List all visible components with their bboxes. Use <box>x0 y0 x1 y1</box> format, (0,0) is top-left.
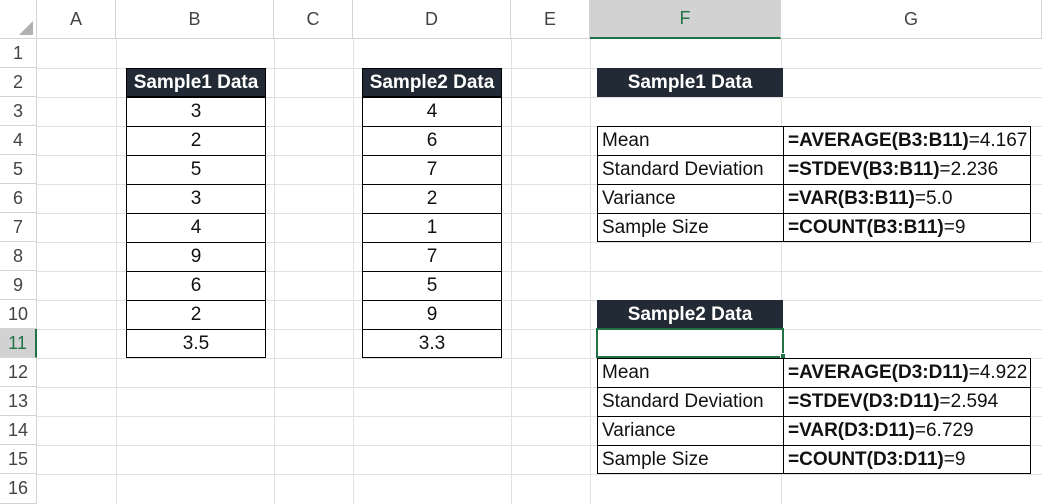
formula-text: =STDEV(B3:B11) <box>788 159 940 180</box>
gridline <box>37 271 1042 272</box>
row-header-12[interactable]: 12 <box>0 358 37 387</box>
result-text: =9 <box>943 216 966 238</box>
column-header-f[interactable]: F <box>590 0 781 39</box>
stats1-formula-stdev[interactable]: =STDEV(B3:B11) =2.236 <box>783 155 1031 185</box>
stats2-formula-sample-size[interactable]: =COUNT(D3:D11) =9 <box>783 445 1031 474</box>
sample2-value-cell[interactable]: 4 <box>362 97 502 127</box>
sample2-value-cell[interactable]: 9 <box>362 300 502 330</box>
sample1-value-cell[interactable]: 2 <box>126 300 266 330</box>
sample2-value-cell[interactable]: 5 <box>362 271 502 301</box>
gridline <box>37 416 1042 417</box>
sample1-value-cell[interactable]: 3 <box>126 184 266 214</box>
sample2-value-cell[interactable]: 3.3 <box>362 329 502 358</box>
row-header-3[interactable]: 3 <box>0 97 37 126</box>
formula-text: =STDEV(D3:D11) <box>788 391 940 412</box>
sample1-header[interactable]: Sample1 Data <box>126 68 266 97</box>
stats1-formula-mean[interactable]: =AVERAGE(B3:B11) =4.167 <box>783 126 1031 156</box>
stats2-formula-variance[interactable]: =VAR(D3:D11) =6.729 <box>783 416 1031 446</box>
column-header-e[interactable]: E <box>511 0 590 39</box>
gridline <box>37 155 1042 156</box>
gridline <box>37 300 1042 301</box>
row-header-7[interactable]: 7 <box>0 213 37 242</box>
select-all-corner[interactable] <box>0 0 37 39</box>
stats1-label-mean[interactable]: Mean <box>597 126 784 156</box>
select-all-triangle-icon <box>19 21 33 35</box>
row-header-8[interactable]: 8 <box>0 242 37 271</box>
sample2-value-cell[interactable]: 7 <box>362 155 502 185</box>
result-text: =9 <box>943 448 966 470</box>
column-header-a[interactable]: A <box>37 0 116 39</box>
stats2-label-stdev[interactable]: Standard Deviation <box>597 387 784 417</box>
sample1-value-cell[interactable]: 3 <box>126 97 266 127</box>
stats2-label-sample-size[interactable]: Sample Size <box>597 445 784 474</box>
column-header-g[interactable]: G <box>781 0 1042 39</box>
stats1-formula-sample-size[interactable]: =COUNT(B3:B11) =9 <box>783 213 1031 242</box>
row-header-4[interactable]: 4 <box>0 126 37 155</box>
formula-text: =COUNT(D3:D11) <box>788 448 944 470</box>
formula-text: =AVERAGE(D3:D11) <box>788 362 969 383</box>
row-header-16[interactable]: 16 <box>0 474 37 504</box>
row-header-2[interactable]: 2 <box>0 68 37 97</box>
row-header-9[interactable]: 9 <box>0 271 37 300</box>
result-text: =4.167 <box>968 130 1028 151</box>
gridline <box>37 387 1042 388</box>
stats1-title[interactable]: Sample1 Data <box>597 68 783 97</box>
stats1-label-sample-size[interactable]: Sample Size <box>597 213 784 242</box>
row-header-11[interactable]: 11 <box>0 329 37 358</box>
row-header-15[interactable]: 15 <box>0 445 37 474</box>
stats2-label-variance[interactable]: Variance <box>597 416 784 446</box>
row-header-5[interactable]: 5 <box>0 155 37 184</box>
gridline <box>37 68 1042 69</box>
sample2-value-cell[interactable]: 2 <box>362 184 502 214</box>
row-header-13[interactable]: 13 <box>0 387 37 416</box>
stats1-formula-variance[interactable]: =VAR(B3:B11) =5.0 <box>783 184 1031 214</box>
result-text: =2.236 <box>939 159 999 180</box>
stats1-label-stdev[interactable]: Standard Deviation <box>597 155 784 185</box>
sample2-value-cell[interactable]: 6 <box>362 126 502 156</box>
stats2-formula-stdev[interactable]: =STDEV(D3:D11) =2.594 <box>783 387 1031 417</box>
sample2-value-cell[interactable]: 1 <box>362 213 502 243</box>
row-header-14[interactable]: 14 <box>0 416 37 445</box>
gridline <box>37 329 1042 330</box>
stats2-title[interactable]: Sample2 Data <box>597 300 783 329</box>
gridline <box>37 97 1042 98</box>
column-header-c[interactable]: C <box>274 0 353 39</box>
sample2-value-cell[interactable]: 7 <box>362 242 502 272</box>
sample1-value-cell[interactable]: 5 <box>126 155 266 185</box>
stats2-label-mean[interactable]: Mean <box>597 358 784 388</box>
formula-text: =VAR(B3:B11) <box>788 188 915 209</box>
stats2-formula-mean[interactable]: =AVERAGE(D3:D11) =4.922 <box>783 358 1031 388</box>
row-header-6[interactable]: 6 <box>0 184 37 213</box>
sample1-value-cell[interactable]: 4 <box>126 213 266 243</box>
sample1-value-cell[interactable]: 9 <box>126 242 266 272</box>
sample2-header[interactable]: Sample2 Data <box>362 68 502 97</box>
gridline <box>37 184 1042 185</box>
result-text: =6.729 <box>914 420 974 441</box>
gridline <box>37 126 1042 127</box>
sample1-value-cell[interactable]: 6 <box>126 271 266 301</box>
gridline <box>37 445 1042 446</box>
gridline <box>37 358 1042 359</box>
formula-text: =AVERAGE(B3:B11) <box>788 130 969 151</box>
sample1-value-cell[interactable]: 3.5 <box>126 329 266 358</box>
result-text: =4.922 <box>968 362 1028 383</box>
gridline <box>37 474 1042 475</box>
result-text: =5.0 <box>914 188 953 209</box>
formula-text: =VAR(D3:D11) <box>788 420 915 441</box>
stats1-label-variance[interactable]: Variance <box>597 184 784 214</box>
gridline <box>37 213 1042 214</box>
active-cell-f11[interactable] <box>596 328 784 358</box>
formula-text: =COUNT(B3:B11) <box>788 216 944 238</box>
column-header-b[interactable]: B <box>116 0 274 39</box>
result-text: =2.594 <box>939 391 999 412</box>
column-header-d[interactable]: D <box>353 0 511 39</box>
row-header-10[interactable]: 10 <box>0 300 37 329</box>
sample1-value-cell[interactable]: 2 <box>126 126 266 156</box>
row-header-1[interactable]: 1 <box>0 39 37 68</box>
gridline <box>37 242 1042 243</box>
